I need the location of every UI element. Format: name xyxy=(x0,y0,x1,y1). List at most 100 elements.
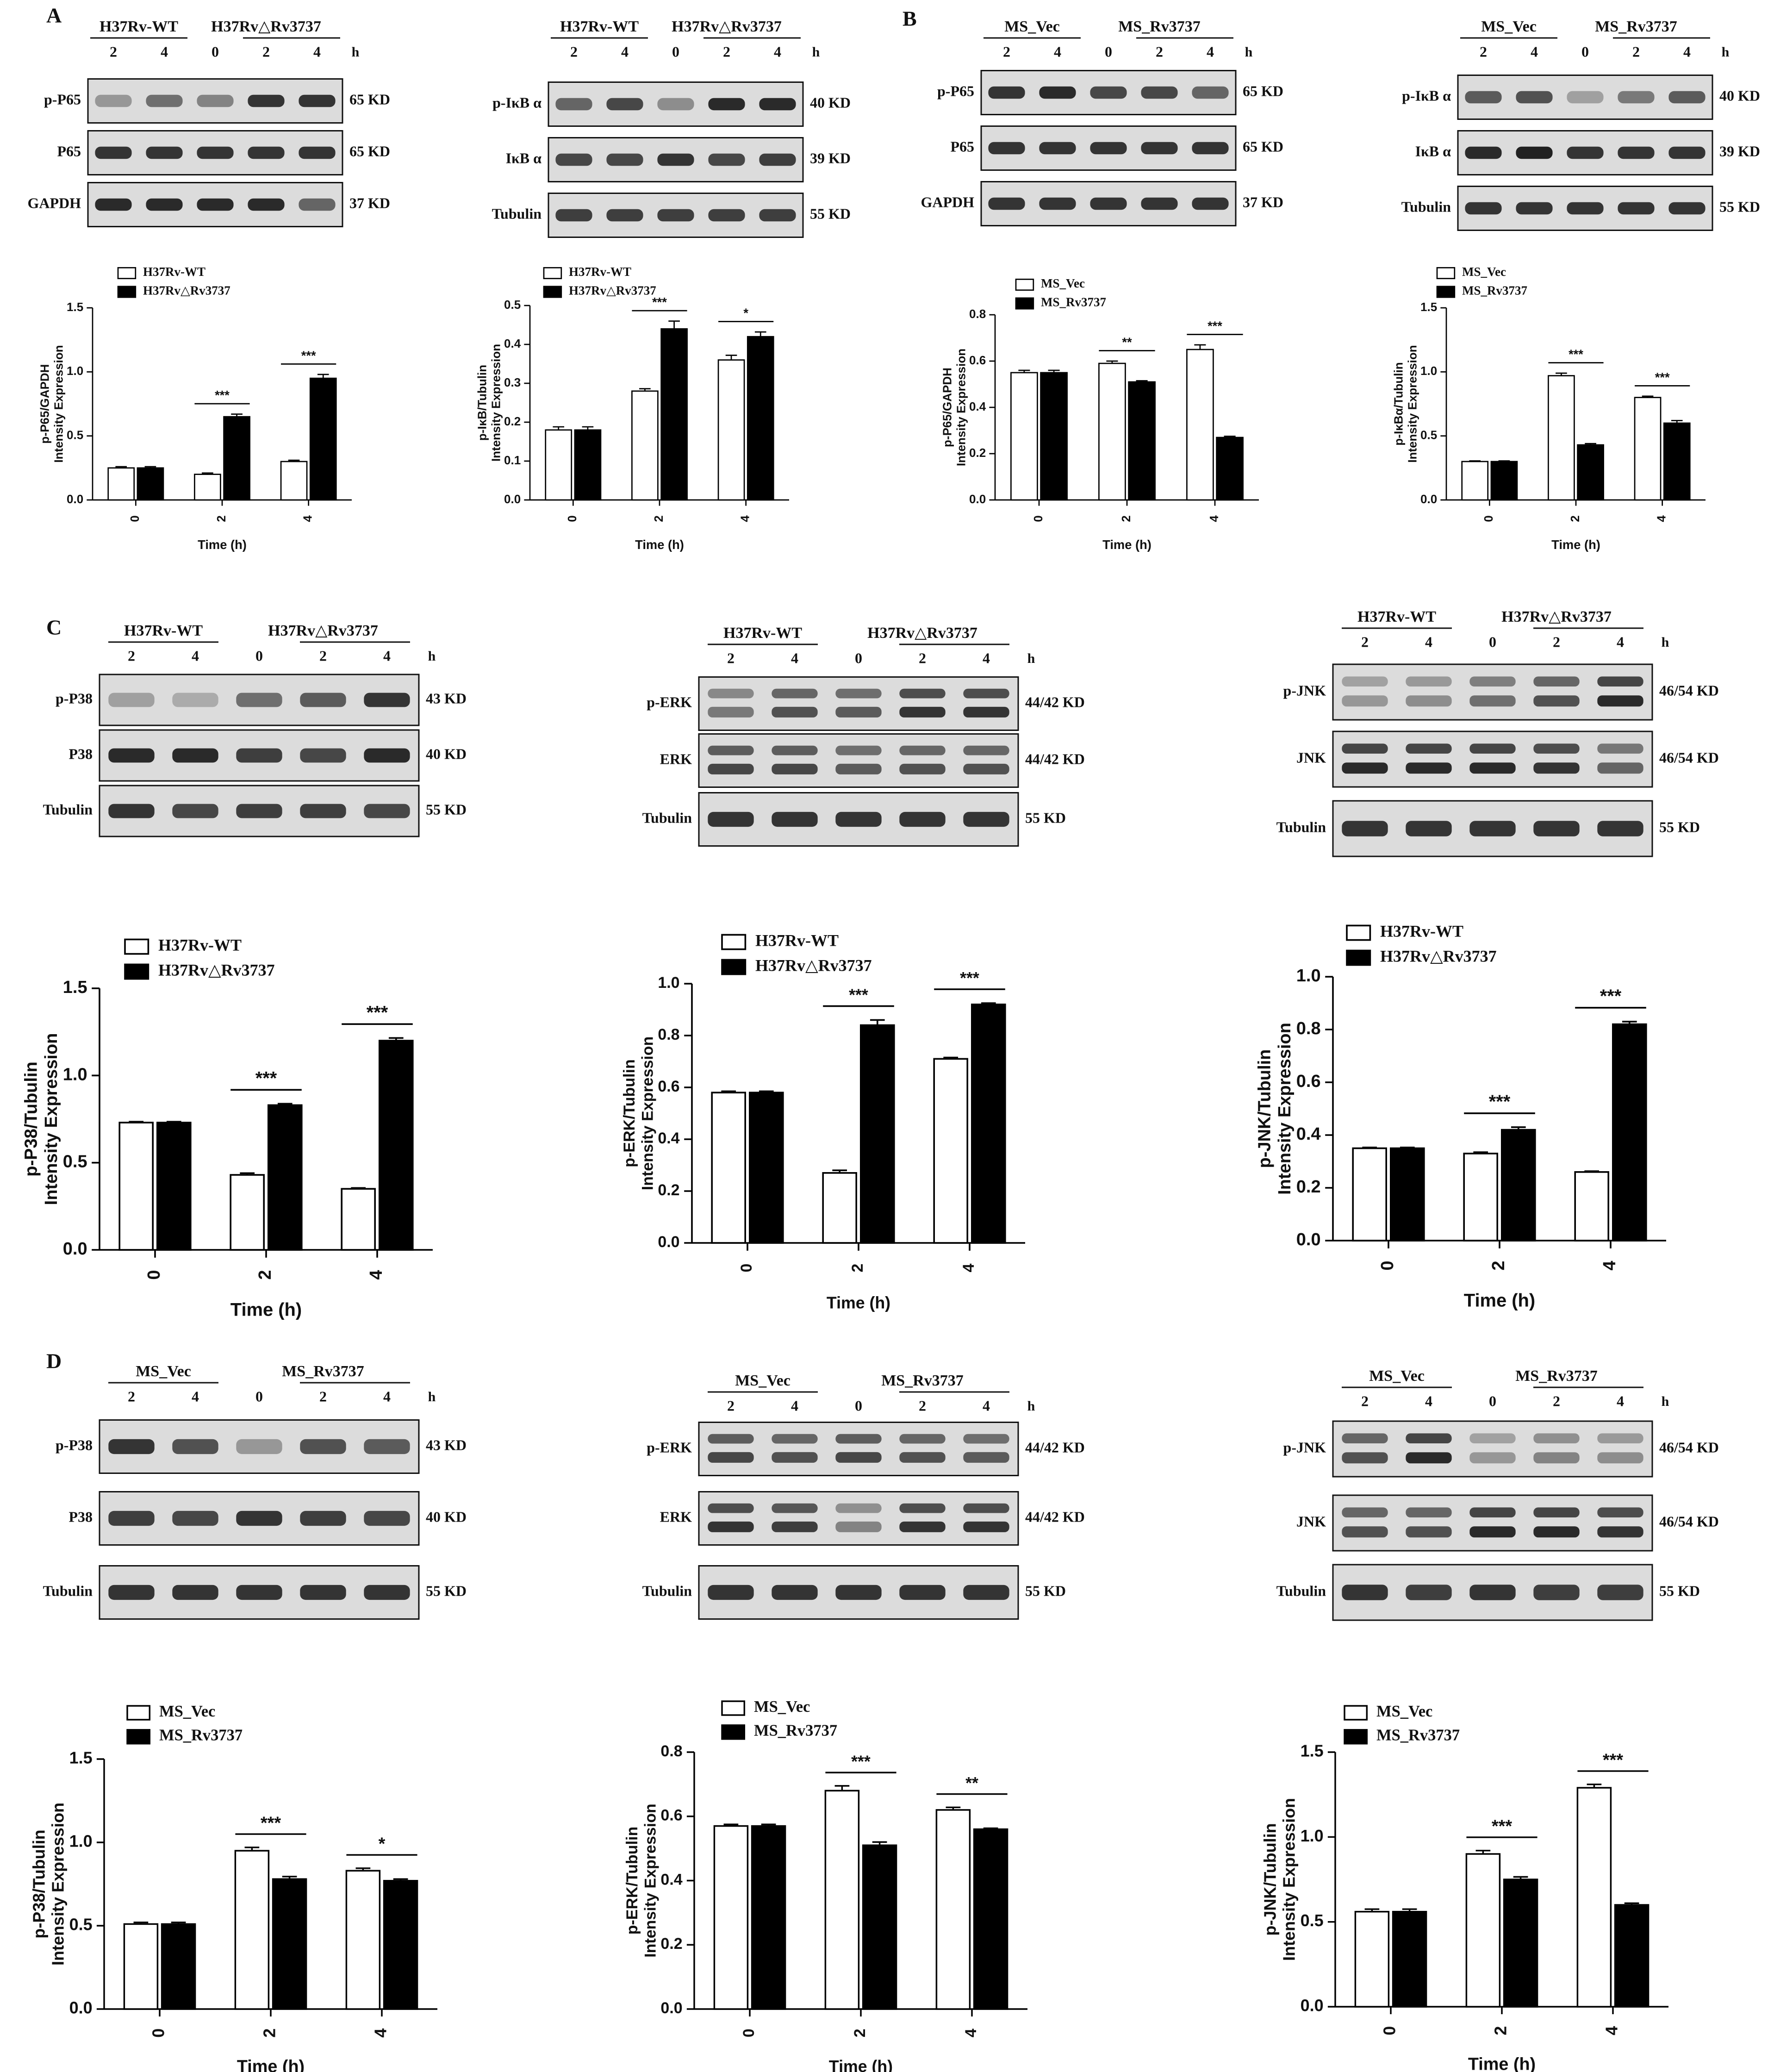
blot-row-jnk: JNK 46/54 KD xyxy=(1296,1494,1719,1552)
x-tick-label: 4 xyxy=(367,1270,386,1279)
protein-band xyxy=(172,1510,218,1526)
y-tick-label: 0.0 xyxy=(660,1999,682,2017)
protein-band xyxy=(963,688,1009,699)
protein-band xyxy=(299,94,336,107)
lane-label: 4 xyxy=(621,43,629,60)
molecular-weight-label: 55 KD xyxy=(810,205,851,222)
y-tick-label: 0.8 xyxy=(1296,1019,1321,1038)
protein-band xyxy=(963,1452,1009,1463)
bar xyxy=(1501,1129,1536,1242)
lane-label: 4 xyxy=(1207,43,1214,60)
molecular-weight-label: 46/54 KD xyxy=(1659,1439,1719,1455)
protein-band xyxy=(95,198,132,211)
panel-letter-a: A xyxy=(46,4,62,27)
panel-letter-b: B xyxy=(903,7,917,31)
protein-band xyxy=(300,748,346,763)
x-tick-label: 0 xyxy=(738,1264,755,1273)
y-tick-label: 0.6 xyxy=(1296,1072,1321,1091)
y-tick-label: 0.3 xyxy=(504,375,521,389)
protein-band xyxy=(1406,695,1452,707)
y-axis-label: Intensity Expression xyxy=(52,345,66,462)
protein-band xyxy=(708,1585,754,1600)
bar xyxy=(1576,1787,1612,2008)
significance-label: *** xyxy=(255,1068,277,1088)
protein-band xyxy=(772,688,818,699)
bar xyxy=(660,328,688,501)
x-tick-label: 2 xyxy=(255,1270,275,1279)
bar xyxy=(1490,461,1518,501)
bar xyxy=(1634,397,1662,501)
bar xyxy=(1503,1879,1538,2008)
significance-label: *** xyxy=(849,986,868,1004)
protein-band xyxy=(555,209,592,222)
protein-band xyxy=(1597,762,1643,774)
lane-label: 0 xyxy=(212,43,219,60)
legend-label: H37Rv△Rv3737 xyxy=(143,284,230,298)
y-tick-label: 0.0 xyxy=(67,492,83,506)
protein-band xyxy=(364,693,410,707)
protein-band xyxy=(988,142,1025,155)
blot-d-10: MS_Vec MS_Rv3737 2 4 0 2 4 h p-JNK 46/54 KD JNK 46/… xyxy=(1276,1367,1719,1621)
bar xyxy=(378,1040,414,1251)
protein-band xyxy=(1141,86,1178,99)
legend-label: H37Rv△Rv3737 xyxy=(755,956,872,974)
bar xyxy=(545,429,573,501)
legend-swatch xyxy=(543,286,562,298)
bar xyxy=(341,1188,376,1251)
protein-band xyxy=(1516,146,1553,159)
protein-band xyxy=(988,86,1025,99)
bar xyxy=(1128,381,1156,501)
blot-group-label: H37Rv△Rv3737 xyxy=(211,18,321,35)
bar xyxy=(1612,1023,1647,1242)
bar xyxy=(194,474,221,501)
bar xyxy=(223,416,250,501)
legend-swatch xyxy=(117,267,137,280)
bar xyxy=(973,1828,1008,2010)
blot-row-label: p-JNK xyxy=(1283,682,1326,699)
y-axis-label: p-IκBα/Tubulin xyxy=(1392,362,1406,445)
protein-band xyxy=(708,98,745,111)
protein-band xyxy=(1406,1507,1452,1517)
protein-band xyxy=(236,693,282,707)
protein-band xyxy=(1342,1526,1388,1538)
legend-swatch xyxy=(124,963,149,980)
lane-label: 4 xyxy=(383,647,391,664)
protein-band xyxy=(1618,91,1655,104)
protein-band xyxy=(1406,1585,1452,1600)
bar xyxy=(137,467,164,501)
protein-band xyxy=(236,1585,282,1600)
y-tick-label: 0.8 xyxy=(658,1026,679,1043)
lane-label: 4 xyxy=(774,43,781,60)
protein-band xyxy=(172,693,218,707)
legend-label: H37Rv△Rv3737 xyxy=(569,284,656,298)
bar xyxy=(824,1790,860,2010)
legend-swatch xyxy=(126,1729,151,1745)
legend-swatch xyxy=(1436,267,1456,280)
protein-band xyxy=(835,745,882,755)
time-unit-label: h xyxy=(428,1389,436,1404)
protein-band xyxy=(1406,762,1452,774)
x-tick-label: 2 xyxy=(1568,515,1582,522)
blot-row-p-p65: p-P65 65 KD xyxy=(44,78,390,124)
bar xyxy=(747,336,774,501)
time-unit-label: h xyxy=(1245,44,1253,60)
lane-label: 2 xyxy=(1553,1392,1560,1409)
x-tick-label: 4 xyxy=(960,1263,977,1272)
x-tick-label: 4 xyxy=(1602,2026,1621,2035)
protein-band xyxy=(1618,146,1655,159)
x-axis-label: Time (h) xyxy=(1102,537,1152,552)
protein-band xyxy=(300,693,346,707)
blot-row-label: p-IκB α xyxy=(1402,87,1451,104)
molecular-weight-label: 55 KD xyxy=(1659,818,1700,835)
bar xyxy=(933,1058,968,1244)
protein-band xyxy=(899,1521,946,1532)
molecular-weight-label: 55 KD xyxy=(1025,809,1066,826)
y-tick-label: 0.0 xyxy=(658,1233,679,1251)
protein-band xyxy=(899,688,946,699)
significance-label: *** xyxy=(1655,370,1670,384)
blot-a-2: H37Rv-WT H37Rv△Rv3737 2 4 0 2 4 h p-IκB α 40 KD Iκ… xyxy=(492,18,851,238)
lane-label: 2 xyxy=(919,649,926,666)
lane-label: 4 xyxy=(192,1388,199,1404)
protein-band xyxy=(1469,762,1516,774)
protein-band xyxy=(606,98,643,111)
